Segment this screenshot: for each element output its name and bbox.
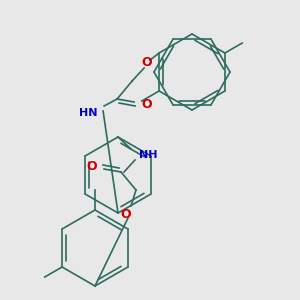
Text: O: O: [86, 160, 97, 173]
Text: O: O: [142, 56, 152, 70]
Text: O: O: [141, 98, 152, 110]
Text: HN: HN: [79, 108, 97, 118]
Text: NH: NH: [139, 150, 158, 160]
Text: O: O: [121, 208, 131, 221]
